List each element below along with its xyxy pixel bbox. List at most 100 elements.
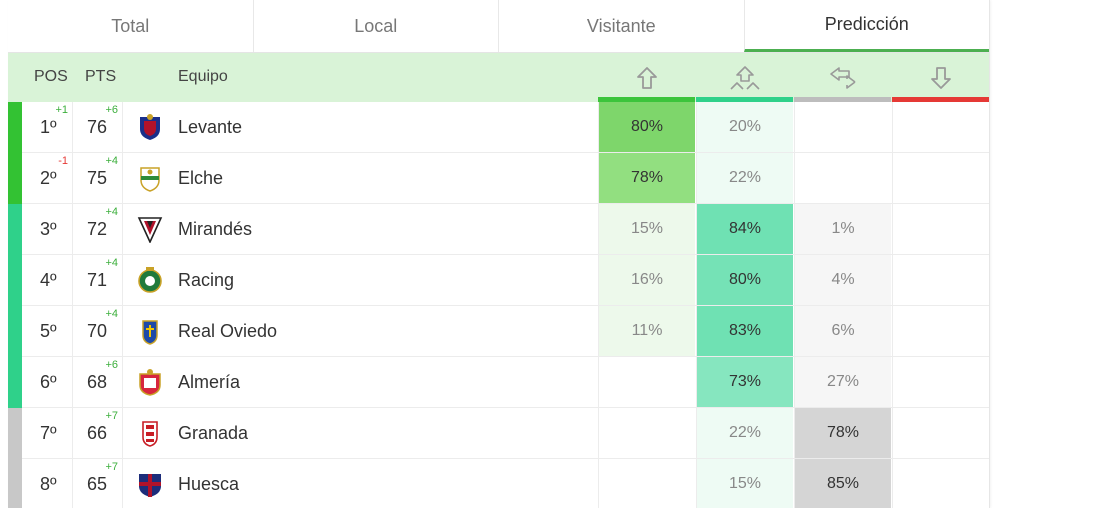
table-row[interactable]: 4º 71 +4 Racing 16% 80% 4% <box>8 255 989 306</box>
standings-widget: Total Local Visitante Predicción POS PTS… <box>8 0 990 508</box>
header-pos: POS <box>34 68 68 85</box>
stay-arrows-icon <box>794 53 891 102</box>
table-row[interactable]: 6º 68 +6 Almería 73% 27% <box>8 357 989 408</box>
table-row[interactable]: 1º +1 76 +6 Levante 80% 20% <box>8 102 989 153</box>
relegation-probability <box>892 357 989 407</box>
team-name[interactable]: Real Oviedo <box>178 321 278 341</box>
zone-stripe <box>8 357 22 408</box>
playoff-probability: 20% <box>696 102 793 152</box>
position-value: 7º <box>40 423 57 443</box>
zone-stripe <box>8 459 22 508</box>
promotion-bar <box>598 97 695 102</box>
points-delta: +4 <box>105 257 118 269</box>
position-cell: 5º <box>22 306 73 356</box>
team-name[interactable]: Huesca <box>178 474 240 494</box>
points-cell: 75 +4 <box>72 153 123 203</box>
tab-bar: Total Local Visitante Predicción <box>8 0 989 53</box>
points-delta: +7 <box>105 410 118 422</box>
position-cell: 2º -1 <box>22 153 73 203</box>
playoff-arrows-icon <box>696 53 793 102</box>
position-cell: 6º <box>22 357 73 407</box>
position-delta: +1 <box>55 104 68 116</box>
points-delta: +6 <box>105 359 118 371</box>
points-cell: 76 +6 <box>72 102 123 152</box>
position-value: 4º <box>40 270 57 290</box>
table-row[interactable]: 8º 65 +7 Huesca 15% 85% <box>8 459 989 508</box>
playoff-bar <box>696 97 793 102</box>
table-row[interactable]: 7º 66 +7 Granada 22% 78% <box>8 408 989 459</box>
points-value: 71 <box>87 270 108 290</box>
granada-crest-icon <box>136 419 164 447</box>
playoff-probability: 22% <box>696 408 793 458</box>
points-value: 72 <box>87 219 108 239</box>
stay-probability: 1% <box>794 204 891 254</box>
tab-visitante[interactable]: Visitante <box>498 0 744 52</box>
promotion-probability: 11% <box>598 306 695 356</box>
racing-crest-icon <box>136 266 164 294</box>
points-value: 68 <box>87 372 108 392</box>
team-name[interactable]: Racing <box>178 270 235 290</box>
standings-body: 1º +1 76 +6 Levante 80% 20% 2º -1 75 +4 Elche 78% 22%… <box>8 102 989 508</box>
relegation-probability <box>892 102 989 152</box>
relegation-probability <box>892 204 989 254</box>
tab-local[interactable]: Local <box>252 0 499 52</box>
position-cell: 7º <box>22 408 73 458</box>
table-row[interactable]: 5º 70 +4 Real Oviedo 11% 83% 6% <box>8 306 989 357</box>
oviedo-crest-icon <box>136 317 164 345</box>
points-value: 75 <box>87 168 108 188</box>
playoff-probability: 15% <box>696 459 793 508</box>
playoff-probability: 73% <box>696 357 793 407</box>
points-delta: +6 <box>105 104 118 116</box>
promotion-probability: 15% <box>598 204 695 254</box>
team-name[interactable]: Almería <box>178 372 241 392</box>
zone-stripe <box>8 306 22 357</box>
stay-probability: 4% <box>794 255 891 305</box>
promotion-probability: 16% <box>598 255 695 305</box>
position-delta: -1 <box>58 155 68 167</box>
relegation-probability <box>892 408 989 458</box>
points-cell: 66 +7 <box>72 408 123 458</box>
position-cell: 3º <box>22 204 73 254</box>
promotion-probability: 80% <box>598 102 695 152</box>
promotion-probability <box>598 408 695 458</box>
team-name[interactable]: Elche <box>178 168 224 188</box>
position-cell: 8º <box>22 459 73 508</box>
levante-crest-icon <box>136 113 164 141</box>
tab-prediccion[interactable]: Predicción <box>743 0 989 52</box>
zone-stripe <box>8 204 22 255</box>
position-value: 1º <box>40 117 57 137</box>
position-cell: 1º +1 <box>22 102 73 152</box>
relegation-probability <box>892 459 989 508</box>
team-name[interactable]: Mirandés <box>178 219 253 239</box>
points-cell: 72 +4 <box>72 204 123 254</box>
table-row[interactable]: 2º -1 75 +4 Elche 78% 22% <box>8 153 989 204</box>
points-delta: +4 <box>105 155 118 167</box>
relegation-bar <box>892 97 989 102</box>
position-value: 6º <box>40 372 57 392</box>
header-team: Equipo <box>178 68 228 85</box>
relegation-probability <box>892 255 989 305</box>
points-delta: +4 <box>105 206 118 218</box>
mirandes-crest-icon <box>136 215 164 244</box>
points-cell: 65 +7 <box>72 459 123 508</box>
points-value: 66 <box>87 423 108 443</box>
points-cell: 71 +4 <box>72 255 123 305</box>
huesca-crest-icon <box>136 470 164 498</box>
tab-total[interactable]: Total <box>111 15 150 36</box>
points-cell: 68 +6 <box>72 357 123 407</box>
table-row[interactable]: 3º 72 +4 Mirandés 15% 84% 1% <box>8 204 989 255</box>
team-name[interactable]: Levante <box>178 117 243 137</box>
team-name[interactable]: Granada <box>178 423 249 443</box>
stay-probability <box>794 102 891 152</box>
promotion-probability: 78% <box>598 153 695 203</box>
playoff-probability: 80% <box>696 255 793 305</box>
relegation-probability <box>892 153 989 203</box>
zone-stripe <box>8 102 22 153</box>
header-pts: PTS <box>85 68 117 85</box>
points-value: 76 <box>87 117 108 137</box>
playoff-probability: 84% <box>696 204 793 254</box>
stay-bar <box>794 97 891 102</box>
points-value: 65 <box>87 474 108 494</box>
relegation-probability <box>892 306 989 356</box>
stay-probability: 6% <box>794 306 891 356</box>
